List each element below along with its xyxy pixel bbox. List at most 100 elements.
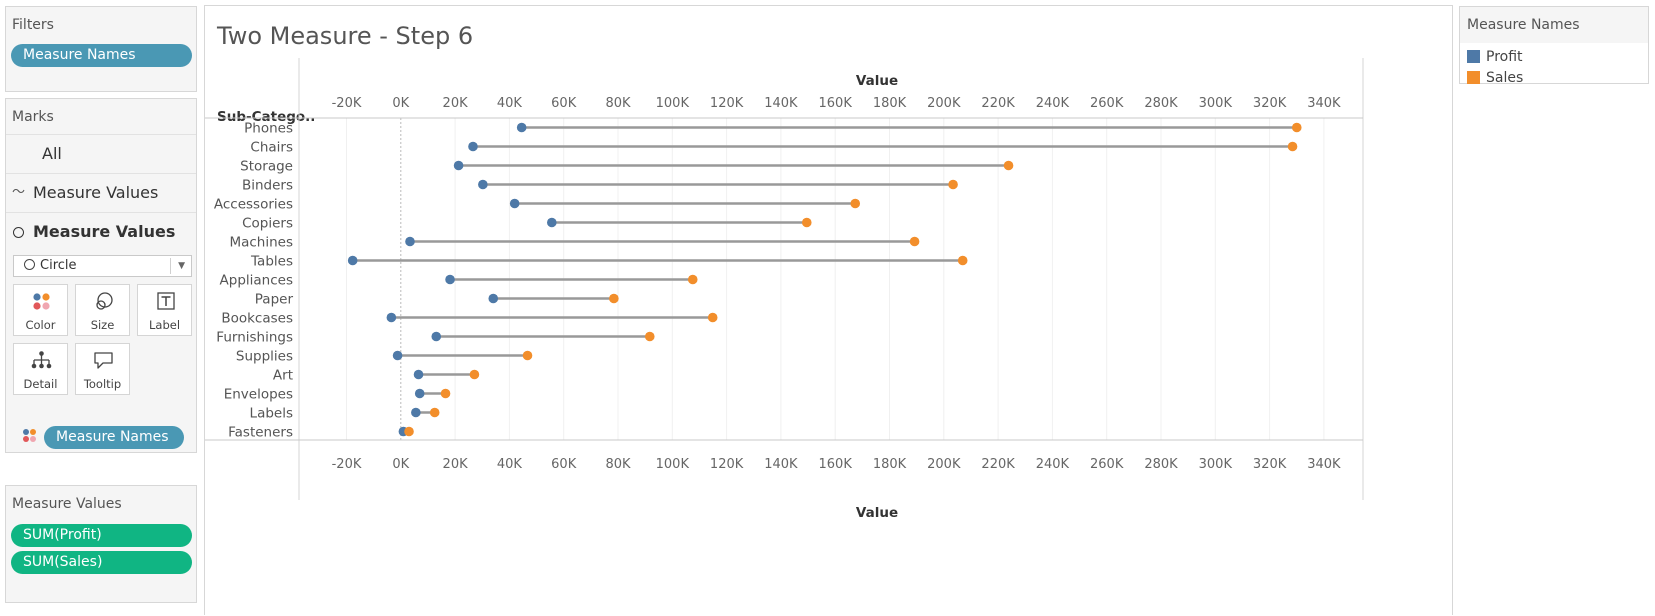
row-label[interactable]: Tables <box>250 254 293 270</box>
sum-profit-pill[interactable]: SUM(Profit) <box>11 524 192 547</box>
sales-point[interactable] <box>801 217 812 228</box>
row-label[interactable]: Storage <box>240 159 293 175</box>
sales-point[interactable] <box>850 198 861 209</box>
x-tick-label-bottom: 80K <box>605 457 631 472</box>
profit-point[interactable] <box>411 407 421 418</box>
marks-row-all[interactable]: All <box>6 134 196 173</box>
row-label[interactable]: Bookcases <box>221 311 293 327</box>
x-tick-label-bottom: -20K <box>332 457 362 472</box>
profit-point[interactable] <box>453 160 464 171</box>
sum-sales-pill[interactable]: SUM(Sales) <box>11 551 192 574</box>
size-icon <box>96 292 113 310</box>
color-legend: Measure Names Profit Sales <box>1459 6 1649 86</box>
profit-point[interactable] <box>468 141 478 152</box>
sales-point[interactable] <box>609 293 619 304</box>
dropdown-divider <box>170 258 171 274</box>
profit-point[interactable] <box>445 274 455 285</box>
chevron-down-icon: ▼ <box>178 261 185 271</box>
color-card-label: Color <box>25 318 56 332</box>
size-card[interactable]: Size <box>75 284 130 336</box>
row-label[interactable]: Art <box>273 368 293 384</box>
sales-point[interactable] <box>440 388 451 399</box>
marks-row-measure-values-line[interactable]: 〜 Measure Values <box>6 173 196 212</box>
detail-card-label: Detail <box>23 377 58 391</box>
sales-point[interactable] <box>1003 160 1014 171</box>
profit-point[interactable] <box>347 255 358 266</box>
profit-point[interactable] <box>405 236 415 247</box>
sales-point[interactable] <box>948 179 958 190</box>
measure-names-filter-pill[interactable]: Measure Names <box>11 44 192 67</box>
profit-point[interactable] <box>547 217 557 228</box>
sales-point[interactable] <box>644 331 655 342</box>
size-card-label: Size <box>90 318 115 332</box>
profit-point[interactable] <box>488 293 499 304</box>
row-label[interactable]: Paper <box>255 292 294 308</box>
tooltip-speech-bubble-icon <box>94 352 113 369</box>
row-label[interactable]: Machines <box>229 235 293 251</box>
profit-point[interactable] <box>392 350 403 361</box>
profit-point[interactable] <box>509 198 520 209</box>
profit-point[interactable] <box>414 388 425 399</box>
row-label[interactable]: Labels <box>250 406 293 422</box>
row-label[interactable]: Fasteners <box>228 425 293 441</box>
sales-point[interactable] <box>522 350 533 361</box>
x-tick-label-bottom: 200K <box>927 457 961 472</box>
x-tick-label-top: 200K <box>927 96 961 111</box>
profit-point[interactable] <box>386 312 397 323</box>
tooltip-card-label: Tooltip <box>83 377 122 391</box>
legend-swatch-sales <box>1467 71 1480 84</box>
x-tick-label-bottom: 180K <box>873 457 907 472</box>
profit-point[interactable] <box>516 122 527 133</box>
legend-item-profit[interactable]: Profit <box>1467 49 1523 65</box>
sales-point[interactable] <box>1287 141 1298 152</box>
color-palette-icon <box>33 293 50 310</box>
x-tick-label-bottom: 100K <box>656 457 690 472</box>
row-label[interactable]: Supplies <box>236 349 293 365</box>
row-label[interactable]: Binders <box>242 178 293 194</box>
label-card[interactable]: Label <box>137 284 192 336</box>
measure-names-color-pill[interactable]: Measure Names <box>44 426 184 449</box>
x-tick-label-bottom: 40K <box>497 457 523 472</box>
legend-item-sales[interactable]: Sales <box>1467 70 1523 86</box>
sales-point[interactable] <box>909 236 920 247</box>
profit-point[interactable] <box>413 369 424 380</box>
x-tick-label-top: 20K <box>443 96 469 111</box>
row-header[interactable]: Sub-Catego.. <box>217 109 315 125</box>
row-label[interactable]: Accessories <box>214 197 293 213</box>
sales-point[interactable] <box>957 255 968 266</box>
row-label[interactable]: Copiers <box>242 216 293 232</box>
mark-type-dropdown[interactable]: Circle ▼ <box>13 255 192 277</box>
x-tick-label-bottom: 60K <box>551 457 577 472</box>
marks-row-measure-values-circle-label: Measure Values ... <box>33 222 176 279</box>
row-label[interactable]: Chairs <box>250 140 293 156</box>
marks-row-measure-values-circle[interactable]: Measure Values ... <box>6 212 196 279</box>
x-tick-label-bottom: 0K <box>392 457 409 472</box>
row-label[interactable]: Envelopes <box>224 387 293 403</box>
sales-point[interactable] <box>404 426 414 437</box>
x-tick-label-bottom: 120K <box>710 457 744 472</box>
sales-point[interactable] <box>687 274 698 285</box>
measure-values-shelf: Measure Values SUM(Profit) SUM(Sales) <box>5 485 197 603</box>
sales-point[interactable] <box>707 312 718 323</box>
x-axis-title-bottom[interactable]: Value <box>856 505 898 521</box>
profit-point[interactable] <box>431 331 442 342</box>
row-label[interactable]: Appliances <box>220 273 293 289</box>
detail-hierarchy-icon <box>31 351 52 369</box>
color-card[interactable]: Color <box>13 284 68 336</box>
detail-card[interactable]: Detail <box>13 343 68 395</box>
profit-point[interactable] <box>478 179 488 190</box>
sales-point[interactable] <box>469 369 480 380</box>
legend-label-sales: Sales <box>1486 70 1524 86</box>
row-label[interactable]: Phones <box>244 121 293 137</box>
x-tick-label-top: 260K <box>1090 96 1124 111</box>
sales-point[interactable] <box>429 407 440 418</box>
x-axis-title-top[interactable]: Value <box>856 73 898 89</box>
x-tick-label-bottom: 320K <box>1253 457 1287 472</box>
x-tick-label-bottom: 20K <box>443 457 469 472</box>
sales-point[interactable] <box>1291 122 1302 133</box>
circle-mark-icon <box>13 227 24 238</box>
measure-values-title: Measure Values <box>12 496 122 512</box>
x-tick-label-top: 140K <box>764 96 798 111</box>
tooltip-card[interactable]: Tooltip <box>75 343 130 395</box>
row-label[interactable]: Furnishings <box>216 330 293 346</box>
